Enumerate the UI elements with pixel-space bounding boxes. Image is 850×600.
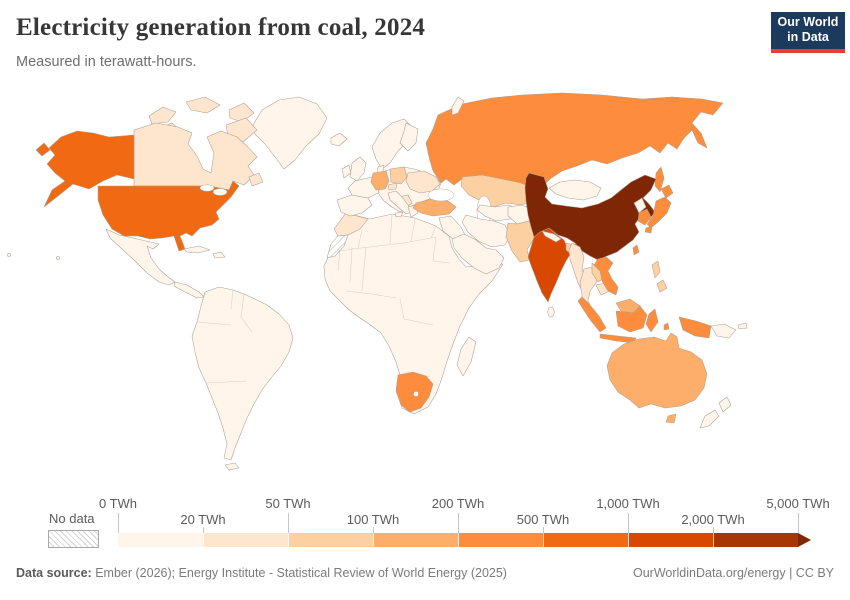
region-south-america[interactable] — [191, 286, 294, 461]
country-united-kingdom[interactable] — [349, 156, 367, 182]
country-papua-new-guinea[interactable] — [710, 322, 748, 339]
legend-tick-label: 200 TWh — [431, 496, 485, 511]
legend-tick — [543, 527, 544, 533]
legend-tick — [458, 513, 459, 533]
country-greenland[interactable] — [252, 96, 328, 170]
country-iceland[interactable] — [330, 132, 348, 147]
data-source-text: Ember (2026); Energy Institute - Statist… — [91, 566, 507, 580]
no-data-swatch[interactable] — [48, 530, 99, 548]
owid-logo[interactable]: Our World in Data — [771, 12, 845, 53]
data-source-label: Data source: — [16, 566, 92, 580]
region-arabia[interactable] — [451, 233, 505, 275]
world-map — [7, 92, 748, 471]
legend-tick-label: 0 TWh — [98, 496, 138, 511]
country-iran[interactable] — [461, 214, 511, 248]
country-ireland[interactable] — [341, 164, 352, 179]
country-lesotho — [413, 391, 419, 397]
legend-tick-label: 20 TWh — [180, 512, 226, 527]
legend-tick — [288, 513, 289, 533]
legend-bin[interactable] — [373, 533, 458, 547]
owid-logo-line1: Our World — [777, 15, 839, 29]
legend-bin[interactable] — [713, 533, 798, 547]
pacific-island-dot — [56, 256, 60, 260]
region-tierra-del-fuego[interactable] — [224, 462, 240, 471]
legend-tick — [118, 513, 119, 533]
country-cuba[interactable] — [183, 245, 211, 254]
country-new-zealand[interactable] — [699, 396, 732, 429]
owid-logo-line2: in Data — [787, 30, 829, 44]
country-south-korea[interactable] — [637, 208, 652, 226]
legend-tick — [713, 527, 714, 533]
legend-tick — [203, 527, 204, 533]
region-africa[interactable] — [323, 212, 504, 415]
footer: OurWorldinData.org/energy | CC BY Data s… — [16, 566, 834, 580]
country-italy-sicily[interactable] — [394, 211, 404, 218]
no-data-label: No data — [49, 511, 95, 526]
legend-bin[interactable] — [288, 533, 373, 547]
legend-tick — [798, 513, 799, 533]
country-canada[interactable] — [133, 96, 264, 191]
legend-bin[interactable] — [203, 533, 288, 547]
great-lakes — [199, 184, 215, 192]
country-taiwan[interactable] — [632, 244, 640, 256]
country-poland[interactable] — [389, 166, 408, 185]
country-pakistan[interactable] — [505, 220, 539, 263]
legend-arrow[interactable] — [798, 533, 811, 547]
country-madagascar[interactable] — [456, 336, 477, 377]
chart-subtitle: Measured in terawatt-hours. — [16, 54, 197, 70]
great-lakes — [212, 188, 228, 196]
country-germany[interactable] — [370, 170, 390, 191]
legend-tick — [628, 513, 629, 533]
legend-bin[interactable] — [458, 533, 543, 547]
footer-data-source[interactable]: Data source: Ember (2026); Energy Instit… — [16, 566, 507, 580]
black-sea — [427, 188, 455, 202]
legend-tick-label: 50 TWh — [265, 496, 311, 511]
country-japan[interactable] — [644, 184, 674, 234]
legend-bin[interactable] — [628, 533, 713, 547]
country-india[interactable] — [527, 227, 582, 303]
country-hispaniola[interactable] — [212, 251, 226, 259]
region-central-america[interactable] — [173, 281, 205, 299]
country-mongolia[interactable] — [548, 179, 602, 201]
country-mexico[interactable] — [105, 228, 176, 286]
legend-tick-label: 2,000 TWh — [681, 512, 745, 527]
country-sri-lanka[interactable] — [547, 306, 555, 318]
country-finland[interactable] — [399, 122, 419, 152]
border-lines-south-america — [196, 289, 253, 384]
region-iberia[interactable] — [336, 194, 373, 217]
country-north-korea[interactable] — [633, 197, 647, 214]
legend-tick-label: 100 TWh — [346, 512, 400, 527]
pacific-island-dot — [7, 253, 11, 257]
border-lines-africa — [329, 214, 451, 379]
footer-rights-link[interactable]: OurWorldinData.org/energy | CC BY — [632, 566, 834, 580]
legend-tick-label: 500 TWh — [516, 512, 570, 527]
country-nepal[interactable] — [541, 230, 562, 243]
country-philippines[interactable] — [651, 260, 668, 293]
country-australia[interactable] — [606, 332, 708, 424]
country-czechia[interactable] — [387, 182, 398, 191]
legend-bin[interactable] — [118, 533, 203, 547]
country-china[interactable] — [524, 172, 657, 261]
country-western-sahara[interactable] — [326, 234, 349, 259]
legend-bin[interactable] — [543, 533, 628, 547]
page-title: Electricity generation from coal, 2024 — [16, 14, 426, 41]
legend-tick-label: 1,000 TWh — [596, 496, 660, 511]
region-novaya-zemlya — [451, 96, 465, 116]
country-united-states[interactable] — [35, 130, 240, 252]
legend-tick-label: 5,000 TWh — [766, 496, 830, 511]
legend-tick — [373, 527, 374, 533]
country-vietnam[interactable] — [593, 256, 619, 296]
